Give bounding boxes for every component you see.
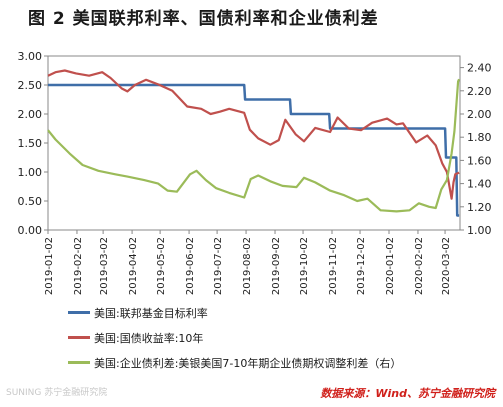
x-axis-tick-label: 2019-07-02 <box>213 237 224 295</box>
right-axis-tick-label: 2.40 <box>467 62 492 75</box>
series-group <box>47 69 461 217</box>
legend-swatch-treasury-10y <box>68 336 90 339</box>
right-axis-tick-label: 2.00 <box>467 108 492 121</box>
x-axis-tick-label: 2019-10-02 <box>299 237 310 295</box>
legend-label-treasury-10y: 美国:国债收益率:10年 <box>94 332 204 345</box>
legend-label-corp-spread: 美国:企业债利差:美银美国7-10年期企业债期权调整利差（右） <box>94 357 402 370</box>
series-line-fed-funds <box>48 83 460 217</box>
right-axis-tick-label: 1.20 <box>467 201 492 214</box>
x-axis-tick-label: 2019-01-02 <box>44 237 55 295</box>
x-axis-tick-label: 2019-12-02 <box>356 237 367 295</box>
left-axis-tick-label: 1.50 <box>18 137 43 150</box>
x-axis-tick-label: 2019-04-02 <box>128 237 139 295</box>
x-axis-tick-label: 2020-03-02 <box>441 237 452 295</box>
x-axis-tick-label: 2019-03-02 <box>99 237 110 295</box>
left-axis-tick-label: 0.00 <box>18 224 43 237</box>
x-axis-tick-label: 2020-01-02 <box>385 237 396 295</box>
chart-title: 图 2 美国联邦利率、国债利率和企业债利差 <box>28 9 379 29</box>
legend-label-fed-funds: 美国:联邦基金目标利率 <box>94 307 208 320</box>
left-axis-tick-label: 3.00 <box>18 50 43 63</box>
legend-swatch-corp-spread <box>68 361 90 364</box>
x-axis-tick-label: 2020-02-02 <box>414 237 425 295</box>
series-line-treasury-10y <box>47 69 460 200</box>
x-axis-tick-label: 2019-05-02 <box>156 237 167 295</box>
right-axis-tick-label: 1.60 <box>467 154 492 167</box>
source-note: 数据来源：Wind、苏宁金融研究院 <box>320 387 495 400</box>
right-axis-tick-label: 1.40 <box>467 178 492 191</box>
axes-group: 0.00 0.50 1.00 1.50 2.00 2.50 3.00 1.00 1.20 1.40… <box>18 50 492 295</box>
right-axis-tick-label: 1.80 <box>467 131 492 144</box>
x-axis-tick-label: 2019-06-02 <box>185 237 196 295</box>
right-axis-tick-label: 2.20 <box>467 85 492 98</box>
left-axis-tick-label: 2.50 <box>18 79 43 92</box>
x-axis-tick-label: 2019-11-02 <box>328 237 339 295</box>
series-line-corp-spread <box>47 78 461 213</box>
watermark-logo: SUNING 苏宁金融研究院 <box>6 388 108 398</box>
x-axis-tick-label: 2019-09-02 <box>271 237 282 295</box>
x-axis-tick-label: 2019-08-02 <box>242 237 253 295</box>
plot-frame <box>47 55 461 231</box>
x-axis-tick-label: 2019-02-02 <box>73 237 84 295</box>
left-axis-tick-label: 1.00 <box>18 166 43 179</box>
left-axis-tick-label: 0.50 <box>18 195 43 208</box>
right-axis-tick-label: 1.00 <box>467 224 492 237</box>
legend-swatch-fed-funds <box>68 311 90 314</box>
left-axis-tick-label: 2.00 <box>18 108 43 121</box>
